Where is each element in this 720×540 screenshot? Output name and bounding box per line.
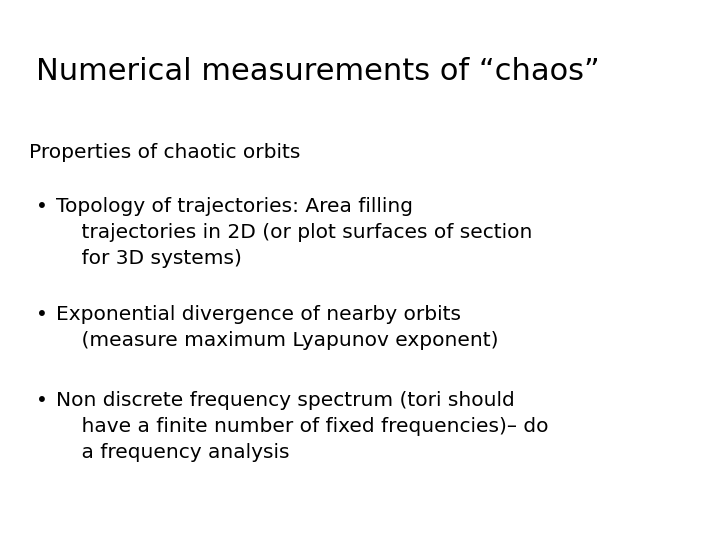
- Text: Numerical measurements of “chaos”: Numerical measurements of “chaos”: [36, 57, 600, 86]
- Text: Non discrete frequency spectrum (tori should
    have a finite number of fixed f: Non discrete frequency spectrum (tori sh…: [56, 392, 549, 462]
- Text: •: •: [36, 197, 48, 216]
- Text: Properties of chaotic orbits: Properties of chaotic orbits: [29, 143, 300, 162]
- Text: •: •: [36, 305, 48, 324]
- Text: Exponential divergence of nearby orbits
    (measure maximum Lyapunov exponent): Exponential divergence of nearby orbits …: [56, 305, 499, 350]
- Text: •: •: [36, 392, 48, 410]
- Text: Topology of trajectories: Area filling
    trajectories in 2D (or plot surfaces : Topology of trajectories: Area filling t…: [56, 197, 533, 268]
